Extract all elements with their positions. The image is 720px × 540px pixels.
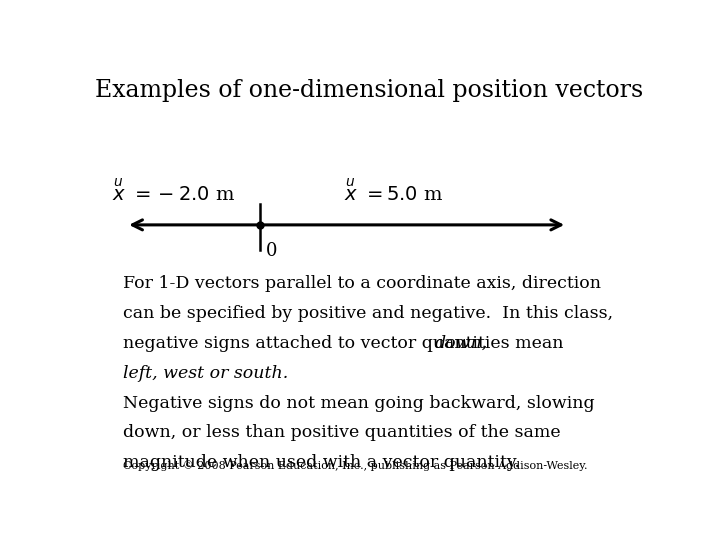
Text: Examples of one-dimensional position vectors: Examples of one-dimensional position vec… <box>95 79 643 103</box>
Text: 0: 0 <box>266 241 277 260</box>
Text: left, west or south.: left, west or south. <box>124 364 289 382</box>
Text: magnitude when used with a vector quantity.: magnitude when used with a vector quanti… <box>124 454 521 471</box>
Text: Negative signs do not mean going backward, slowing: Negative signs do not mean going backwar… <box>124 395 595 411</box>
Text: down, or less than positive quantities of the same: down, or less than positive quantities o… <box>124 424 561 442</box>
Text: $\overset{u}{x}$ $= -2.0$ m: $\overset{u}{x}$ $= -2.0$ m <box>112 178 235 205</box>
Text: negative signs attached to vector quantities mean: negative signs attached to vector quanti… <box>124 335 570 352</box>
Text: For 1-D vectors parallel to a coordinate axis, direction: For 1-D vectors parallel to a coordinate… <box>124 275 601 292</box>
Text: Copyright © 2008 Pearson Education, Inc., publishing as Pearson Addison-Wesley.: Copyright © 2008 Pearson Education, Inc.… <box>124 461 588 471</box>
Text: can be specified by positive and negative.  In this class,: can be specified by positive and negativ… <box>124 305 613 322</box>
Text: down,: down, <box>434 335 487 352</box>
Text: $\overset{u}{x}$ $= 5.0$ m: $\overset{u}{x}$ $= 5.0$ m <box>344 178 444 205</box>
